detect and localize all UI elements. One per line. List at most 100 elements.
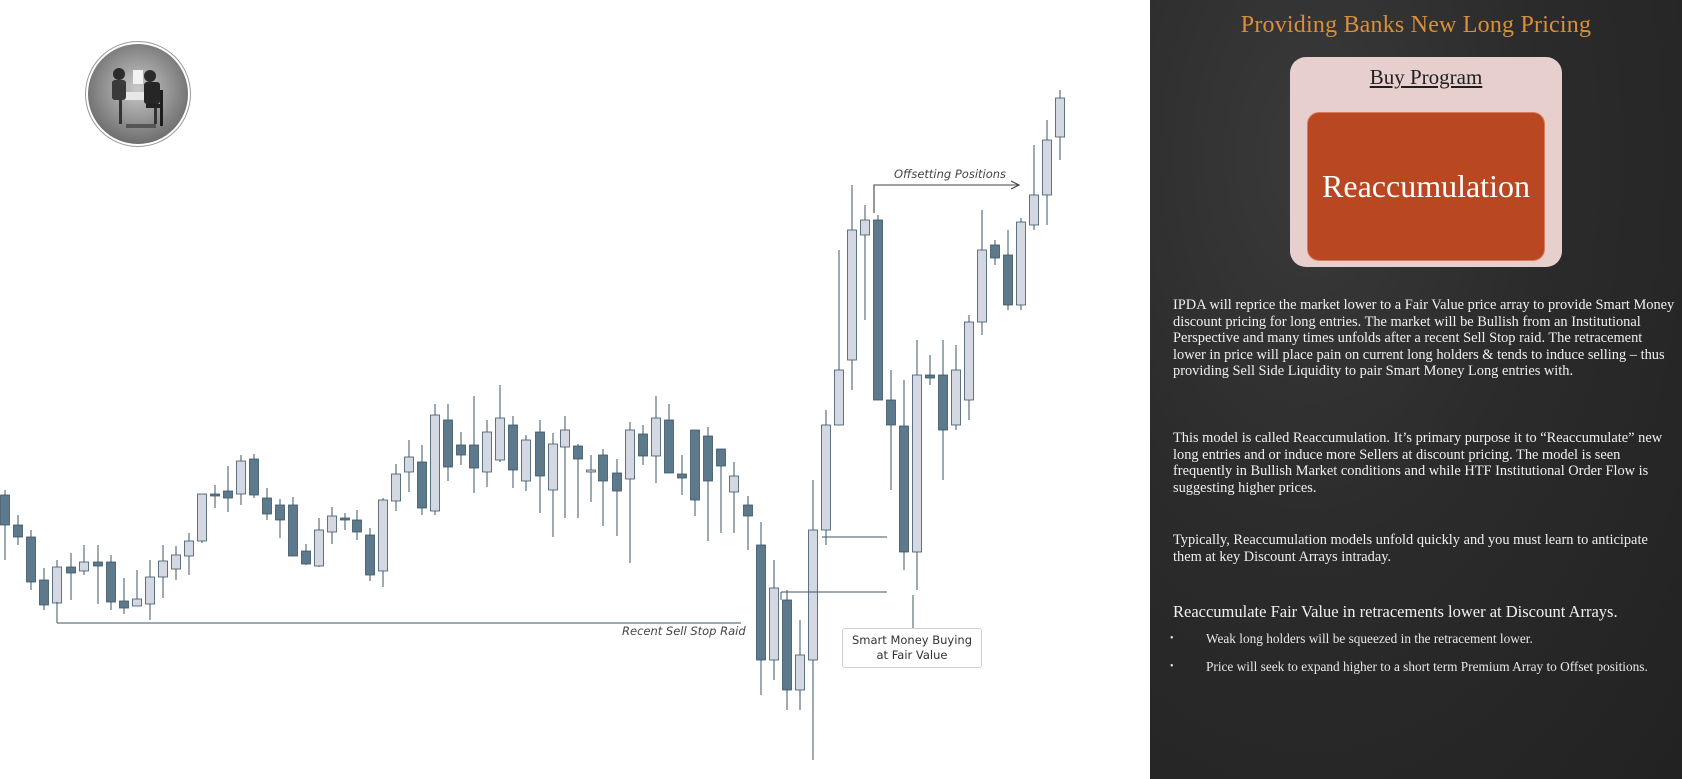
bull-candle-body (769, 587, 779, 661)
bull-candle-body (430, 414, 440, 512)
bear-candle-body (664, 419, 674, 474)
bear-candle-body (756, 544, 766, 661)
bear-candle-body (716, 448, 726, 467)
bear-candle-body (535, 431, 545, 477)
bear-candle-body (288, 504, 298, 557)
candles-group (0, 90, 1065, 760)
bear-candle-body (508, 424, 518, 471)
bear-candle-body (39, 579, 49, 606)
bear-candle-body (703, 435, 713, 482)
paragraph-typically: Typically, Reaccumulation models unfold … (1173, 532, 1648, 565)
bull-candle-body (548, 443, 558, 491)
bear-candle-body (0, 494, 10, 526)
bull-candle-body (482, 431, 492, 473)
bullet-text: Price will seek to expand higher to a sh… (1206, 659, 1648, 674)
bear-candle-body (677, 473, 687, 479)
bull-candle-body (171, 554, 181, 570)
bull-candle-body (495, 417, 505, 461)
bear-candle-body (352, 519, 362, 533)
bear-candle-body (612, 472, 622, 492)
bull-candle-body (391, 473, 401, 502)
explanation-panel: Providing Banks New Long Pricing Buy Pro… (1150, 0, 1682, 779)
bear-candle-body (925, 374, 935, 379)
bear-candle-body (119, 600, 129, 609)
bull-candle-body (145, 576, 155, 605)
bear-candle-body (66, 566, 76, 574)
bear-candle-body (93, 561, 103, 567)
bear-candle-body (417, 461, 427, 509)
bear-candle-body (301, 550, 311, 565)
bear-candle-body (210, 493, 220, 497)
bear-candle-body (990, 244, 1000, 259)
chart-area: Recent Sell Stop Raid Offsetting Positio… (0, 41, 1065, 760)
bull-candle-body (821, 424, 831, 531)
bull-candle-body (834, 369, 844, 426)
bull-candle-body (327, 515, 337, 533)
buy-program-box: Buy Program Reaccumulation (1290, 57, 1562, 267)
bullet-item: • Weak long holders will be squeezed in … (1150, 630, 1682, 658)
bear-candle-body (26, 536, 36, 583)
bear-candle-body (262, 497, 272, 515)
bear-candle-body (456, 444, 466, 456)
bull-candle-body (625, 429, 635, 480)
bear-candle-body (443, 419, 453, 468)
bear-candle-body (223, 490, 233, 499)
bull-candle-body (951, 369, 961, 426)
bull-candle-body (977, 249, 987, 323)
bull-candle-body (184, 540, 194, 557)
bull-candle-body (964, 321, 974, 401)
panel-title: Providing Banks New Long Pricing (1240, 12, 1592, 38)
bullet-marker: • (1170, 633, 1174, 644)
bear-candle-body (365, 534, 375, 576)
paragraph-model: This model is called Reaccumulation. It’… (1173, 430, 1663, 496)
bull-candle-body (651, 417, 661, 457)
offsetting-positions-arrow (873, 185, 1019, 213)
bear-candle-body (340, 517, 350, 521)
bear-candle-body (690, 429, 700, 501)
bear-candle-body (873, 219, 883, 401)
vintage-photo (85, 41, 191, 147)
candlestick-chart (0, 90, 1065, 760)
bull-candle-body (586, 469, 596, 473)
bull-candle-body (729, 475, 739, 493)
bull-candle-body (236, 460, 246, 495)
bull-candle-body (795, 654, 805, 691)
bull-candle-body (521, 439, 531, 482)
bull-candle-body (860, 219, 870, 236)
bull-candle-body (52, 566, 62, 604)
model-name: Reaccumulation (1322, 168, 1530, 204)
bull-candle-body (912, 374, 922, 553)
offsetting-positions-label: Offsetting Positions (894, 167, 1007, 181)
bear-candle-body (106, 561, 116, 603)
bull-candle-body (847, 229, 857, 361)
bull-candle-body (808, 529, 818, 661)
recent-sell-stop-raid-label: Recent Sell Stop Raid (622, 624, 746, 638)
bull-candle-body (404, 456, 414, 473)
bear-candle-body (938, 374, 948, 431)
bear-candle-body (598, 454, 608, 482)
bull-candle-body (158, 560, 168, 578)
bear-candle-body (275, 504, 285, 521)
photo-image (88, 44, 188, 144)
bear-candle-body (743, 504, 753, 517)
bull-candle-body (79, 561, 89, 572)
bear-candle-body (249, 458, 259, 496)
bull-candle-body (1016, 221, 1026, 306)
bullet-item: • Price will seek to expand higher to a … (1150, 658, 1682, 686)
bear-candle-body (13, 524, 23, 538)
bullet-marker: • (1170, 661, 1174, 672)
bull-candle-body (1055, 97, 1065, 138)
bear-candle-body (638, 433, 648, 457)
bull-candle-body (378, 499, 388, 572)
bear-candle-body (899, 425, 909, 553)
buy-program-title: Buy Program (1369, 65, 1483, 89)
smart-money-buying-callout: Smart Money Buying at Fair Value (842, 628, 982, 668)
paragraph-ipda: IPDA will reprice the market lower to a … (1173, 297, 1675, 379)
bull-candle-body (1042, 139, 1052, 196)
bull-candle-body (1029, 194, 1039, 226)
bear-candle-body (573, 445, 583, 460)
bullet-text: Weak long holders will be squeezed in th… (1206, 631, 1533, 646)
bear-candle-body (1003, 254, 1013, 306)
bear-candle-body (782, 599, 792, 691)
bull-candle-body (132, 598, 142, 607)
